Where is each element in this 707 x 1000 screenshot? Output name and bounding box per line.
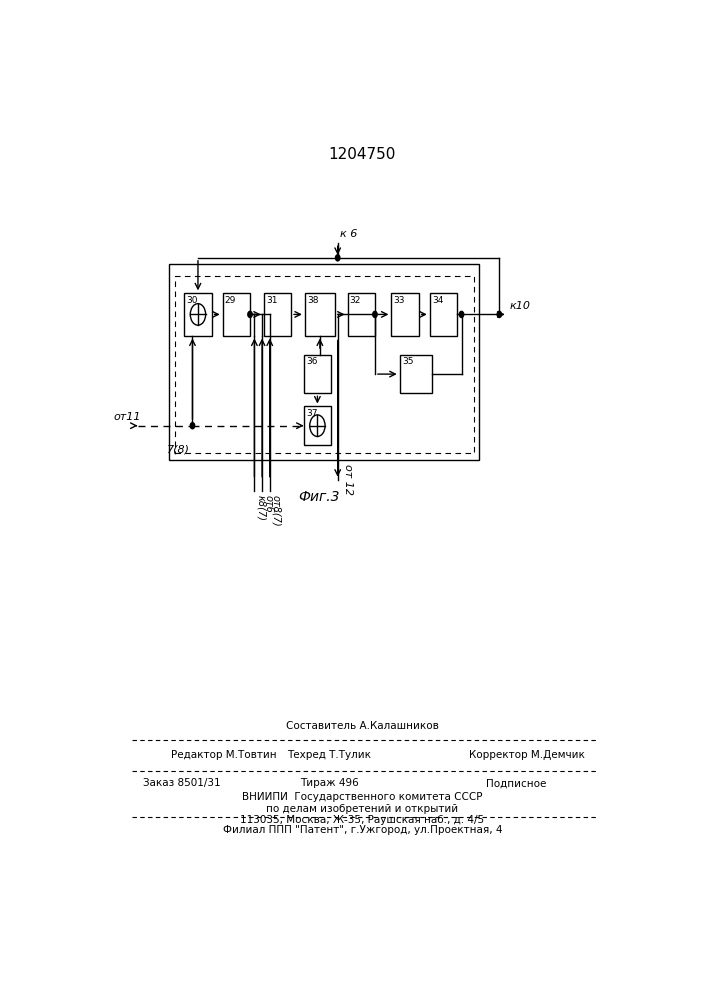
Text: 35: 35 xyxy=(402,357,414,366)
Bar xyxy=(170,264,479,460)
Text: Техред Т.Тулик: Техред Т.Тулик xyxy=(288,750,371,760)
Circle shape xyxy=(497,311,501,318)
Text: 7(8): 7(8) xyxy=(167,445,189,455)
Circle shape xyxy=(460,311,464,318)
Circle shape xyxy=(190,423,194,429)
Text: 31: 31 xyxy=(266,296,277,305)
Bar xyxy=(348,293,375,336)
Bar xyxy=(223,293,250,336)
Circle shape xyxy=(336,255,340,261)
Text: ВНИИПИ  Государственного комитета СССР: ВНИИПИ Государственного комитета СССР xyxy=(242,792,483,802)
Text: 1204750: 1204750 xyxy=(329,147,396,162)
Text: от 12: от 12 xyxy=(343,464,354,495)
Text: 34: 34 xyxy=(432,296,443,305)
Text: 37: 37 xyxy=(306,409,317,418)
Circle shape xyxy=(248,311,252,318)
Text: 36: 36 xyxy=(306,357,317,366)
Bar xyxy=(430,293,457,336)
Text: 32: 32 xyxy=(350,296,361,305)
Text: Тираж 496: Тираж 496 xyxy=(300,778,359,788)
Text: 38: 38 xyxy=(307,296,318,305)
Text: к8(7): к8(7) xyxy=(256,495,266,521)
Text: 113035, Москва, Ж-35, Раушская наб., д. 4/5: 113035, Москва, Ж-35, Раушская наб., д. … xyxy=(240,815,484,825)
Text: Составитель А.Калашников: Составитель А.Калашников xyxy=(286,721,439,731)
Bar xyxy=(175,276,474,453)
Text: 30: 30 xyxy=(187,296,198,305)
Text: Редактор М.Товтин: Редактор М.Товтин xyxy=(170,750,276,760)
Text: от11: от11 xyxy=(113,412,141,422)
Text: к10: к10 xyxy=(509,301,530,311)
Circle shape xyxy=(373,311,377,318)
Bar xyxy=(264,293,291,336)
Bar xyxy=(185,293,211,336)
Text: Заказ 8501/31: Заказ 8501/31 xyxy=(144,778,221,788)
Bar xyxy=(305,293,335,336)
Bar xyxy=(304,406,331,445)
Text: 33: 33 xyxy=(394,296,405,305)
Bar xyxy=(392,293,419,336)
Text: Корректор М.Демчик: Корректор М.Демчик xyxy=(469,750,585,760)
Text: 29: 29 xyxy=(225,296,236,305)
Text: от8(7): от8(7) xyxy=(271,495,281,527)
Text: к 6: к 6 xyxy=(341,229,358,239)
Bar xyxy=(399,355,433,393)
Bar xyxy=(304,355,331,393)
Text: Филиал ППП "Патент", г.Ужгород, ул.Проектная, 4: Филиал ППП "Патент", г.Ужгород, ул.Проек… xyxy=(223,825,502,835)
Text: Подписное: Подписное xyxy=(486,778,546,788)
Text: по делам изобретений и открытий: по делам изобретений и открытий xyxy=(267,804,458,814)
Text: от6: от6 xyxy=(264,495,274,513)
Text: Фиг.3: Фиг.3 xyxy=(298,490,339,504)
